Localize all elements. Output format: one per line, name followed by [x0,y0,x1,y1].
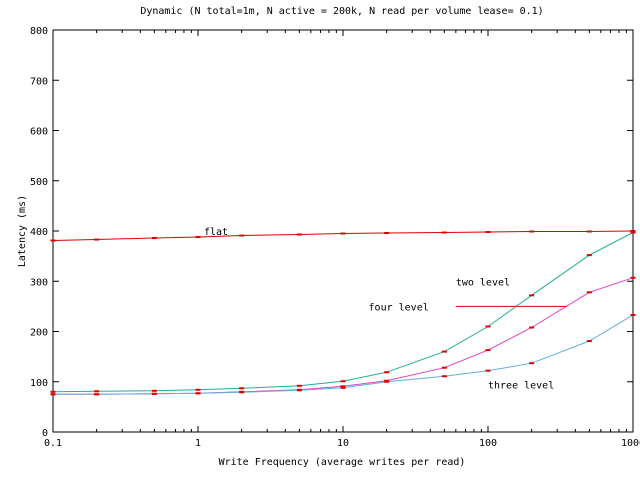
series-line-two-level [52,232,634,393]
y-tick-label: 500 [30,177,48,188]
x-tick-label: 0.1 [44,438,62,449]
axes: 0 100 200 300 400 500 600 700 800 0.1 1 10 100 1000 [30,26,640,449]
series-annotation: four level [369,302,429,313]
y-tick-label: 300 [30,277,48,288]
x-tick-label: 10 [337,438,349,449]
annotation-layer: flat two level four level three level [204,227,554,391]
x-tick-label: 100 [479,438,497,449]
series-annotation: two level [456,277,510,288]
y-tick-label: 100 [30,378,48,389]
x-axis-label: Write Frequency (average writes per read… [219,457,466,468]
plot-frame [52,29,634,433]
x-tick-label: 1 [195,438,201,449]
y-tick-label: 700 [30,76,48,87]
y-tick-label: 800 [30,26,48,37]
y-tick-label: 400 [30,227,48,238]
y-tick-label: 200 [30,328,48,339]
y-axis-label: Latency (ms) [17,195,28,267]
series-line-flat [52,230,634,241]
series-annotation: three level [488,380,554,391]
chart-title: Dynamic (N total=1m, N active = 200k, N … [140,6,543,17]
x-tick-label: 1000 [621,438,640,449]
y-tick-label: 0 [42,428,48,439]
series-line-four-level [53,277,634,395]
series-layer [50,230,636,396]
y-tick-label: 600 [30,127,48,138]
series-annotation: flat [204,227,228,238]
